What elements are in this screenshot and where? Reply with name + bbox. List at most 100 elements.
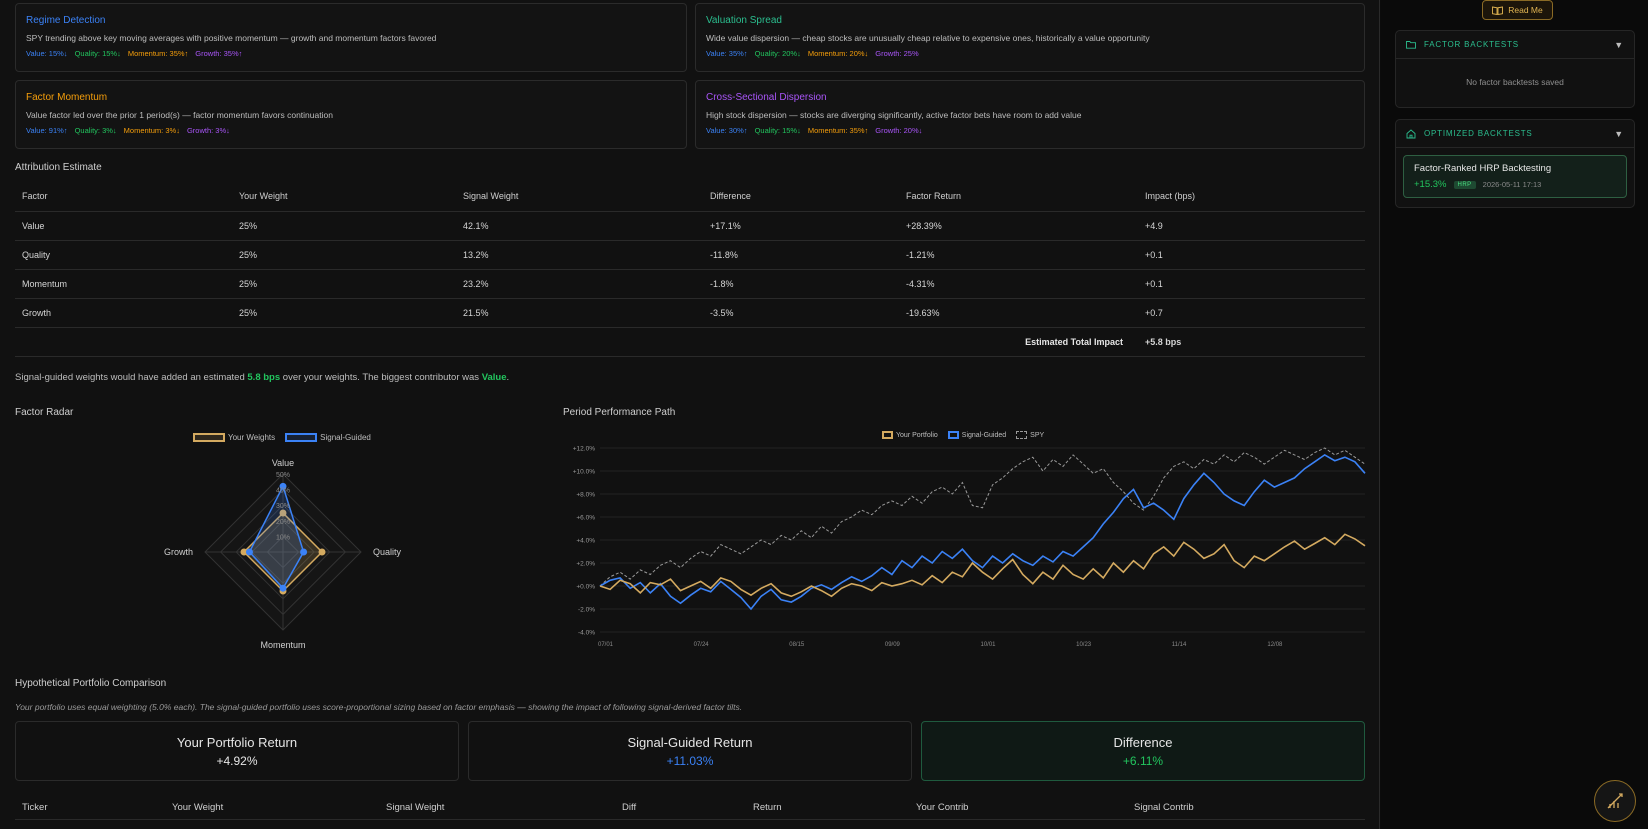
attribution-table: Factor Your Weight Signal Weight Differe… — [15, 182, 1365, 357]
chevron-down-icon[interactable]: ▼ — [1614, 39, 1624, 50]
col-header[interactable]: Your Contrib — [909, 797, 1127, 820]
perf-title: Period Performance Path — [563, 407, 676, 418]
signal-weight: 23.2% — [456, 269, 703, 299]
radar-point — [279, 482, 287, 490]
radar-title: Factor Radar — [15, 407, 74, 418]
signal-weights: Value: 30%↑ Quality: 15%↓ Momentum: 35%↑… — [706, 126, 1354, 135]
radar-point — [318, 548, 326, 556]
optimized-backtests-panel: OPTIMIZED BACKTESTS ▼ Factor-Ranked HRP … — [1395, 119, 1635, 208]
x-tick-label: 08/15 — [789, 642, 805, 648]
weight-quality: Quality: 3%↓ — [74, 126, 117, 135]
difference-box: Difference +6.11% — [921, 721, 1365, 781]
signal-title: Factor Momentum — [26, 92, 108, 103]
performance-line-chart: +12.0% +10.0% +8.0% +6.0% +4.0% +2.0% +0.0% -2.… — [573, 446, 1366, 648]
attribution-title: Attribution Estimate — [15, 162, 102, 173]
radar-point — [245, 548, 253, 556]
signal-weight: 42.1% — [456, 211, 703, 241]
x-tick-label: 07/01 — [598, 642, 614, 648]
your-weight: 25% — [232, 211, 456, 241]
col-header[interactable]: Ticker — [15, 797, 165, 820]
col-header[interactable]: Signal Weight — [379, 797, 615, 820]
summary-text: . — [506, 372, 510, 383]
col-header[interactable]: Signal Contrib — [1127, 797, 1365, 820]
factor-backtests-header[interactable]: FACTOR BACKTESTS ▼ — [1396, 31, 1634, 59]
signal-desc: High stock dispersion — stocks are diver… — [706, 110, 1082, 120]
chart-fab-button[interactable] — [1594, 780, 1636, 822]
signal-weights: Value: 91%↑ Quality: 3%↓ Momentum: 3%↓ G… — [26, 126, 676, 135]
radar-point — [240, 548, 248, 556]
signal-weights: Value: 15%↓ Quality: 15%↓ Momentum: 35%↑… — [26, 49, 676, 58]
attribution-summary: Signal-guided weights would have added a… — [15, 372, 509, 383]
signal-title: Regime Detection — [26, 15, 106, 26]
summary-text: Signal-guided weights would have added a… — [15, 372, 248, 383]
read-me-button[interactable]: Read Me — [1482, 0, 1553, 20]
legend-item: Your Portfolio — [882, 431, 938, 439]
radar-tick-label: 20% — [276, 519, 290, 526]
perf-legend: Your Portfolio Signal-Guided SPY — [882, 431, 1044, 439]
col-header: Factor — [15, 182, 232, 212]
chart-icon — [1607, 793, 1623, 809]
weight-value: Value: 91%↑ — [26, 126, 68, 135]
backtest-name: Factor-Ranked HRP Backtesting — [1414, 163, 1552, 174]
box-label: Your Portfolio Return — [176, 735, 298, 750]
total-row: Estimated Total Impact +5.8 bps — [15, 327, 1365, 357]
chevron-down-icon[interactable]: ▼ — [1614, 128, 1624, 139]
your-return-box: Your Portfolio Return +4.92% — [15, 721, 459, 781]
summary-text: over your weights. The biggest contribut… — [280, 372, 482, 383]
backtest-card[interactable]: Factor-Ranked HRP Backtesting +15.3% HRP… — [1403, 155, 1627, 198]
backtest-date: 2026-05-11 17:13 — [1482, 180, 1542, 189]
factor-return: +28.39% — [899, 211, 1138, 241]
your-weight: 25% — [232, 298, 456, 328]
weight-value: Value: 30%↑ — [706, 126, 748, 135]
backtest-return: +15.3% — [1414, 179, 1447, 190]
legend-label: Signal-Guided — [961, 431, 1007, 439]
x-tick-label: 07/24 — [694, 642, 710, 648]
legend-item: SPY — [1016, 431, 1044, 439]
weight-growth: Growth: 25% — [875, 49, 919, 58]
radar-axis-label: Momentum — [260, 640, 305, 650]
signal-card-momentum: Factor Momentum Value factor led over th… — [15, 80, 687, 149]
signal-card-dispersion: Cross-Sectional Dispersion High stock di… — [695, 80, 1365, 149]
weight-momentum: Momentum: 3%↓ — [123, 126, 180, 135]
legend-label: Your Portfolio — [896, 431, 938, 439]
table-row: Momentum 25% 23.2% -1.8% -4.31% +0.1 — [15, 269, 1365, 299]
col-header[interactable]: Return — [746, 797, 909, 820]
legend-label: Your Weights — [228, 433, 276, 442]
x-tick-label: 09/09 — [885, 642, 901, 648]
panel-title: OPTIMIZED BACKTESTS — [1424, 129, 1533, 138]
legend-item: Signal-Guided — [947, 431, 1007, 439]
col-header[interactable]: Your Weight — [165, 797, 379, 820]
box-value: +6.11% — [1122, 754, 1164, 768]
signal-card-regime: Regime Detection SPY trending above key … — [15, 3, 687, 72]
impact: +0.1 — [1138, 269, 1365, 299]
factor-radar-chart: 10% 20% 30% 40% 50% Value Quality Momentum Growt… — [164, 458, 402, 650]
factor-name: Value — [15, 211, 232, 241]
box-label: Difference — [1113, 735, 1173, 750]
legend-label: SPY — [1030, 431, 1045, 439]
read-me-label: Read Me — [1508, 5, 1543, 15]
difference: -3.5% — [703, 298, 899, 328]
y-tick-label: +12.0% — [573, 446, 595, 453]
signal-weight: 13.2% — [456, 240, 703, 270]
folder-icon — [1406, 41, 1416, 49]
x-tick-label: 10/01 — [981, 642, 997, 648]
factor-name: Quality — [15, 240, 232, 270]
summary-factor: Value — [481, 372, 507, 383]
col-header: Factor Return — [899, 182, 1138, 212]
x-tick-label: 12/08 — [1267, 642, 1283, 648]
y-tick-label: -2.0% — [578, 607, 595, 614]
hypo-title: Hypothetical Portfolio Comparison — [15, 678, 167, 689]
y-tick-label: +8.0% — [576, 492, 595, 499]
box-label: Signal-Guided Return — [627, 735, 753, 750]
backtest-meta: +15.3% HRP 2026-05-11 17:13 — [1414, 179, 1616, 190]
factor-name: Growth — [15, 298, 232, 328]
weight-value: Value: 35%↑ — [706, 49, 748, 58]
radar-tick-label: 30% — [276, 503, 290, 510]
y-tick-label: +4.0% — [576, 538, 595, 545]
optimized-backtests-header[interactable]: OPTIMIZED BACKTESTS ▼ — [1396, 120, 1634, 148]
box-value: +11.03% — [666, 754, 714, 768]
col-header[interactable]: Diff — [615, 797, 746, 820]
legend-swatch — [882, 431, 893, 439]
total-value: +5.8 bps — [1138, 327, 1365, 357]
signal-title: Valuation Spread — [706, 15, 782, 26]
